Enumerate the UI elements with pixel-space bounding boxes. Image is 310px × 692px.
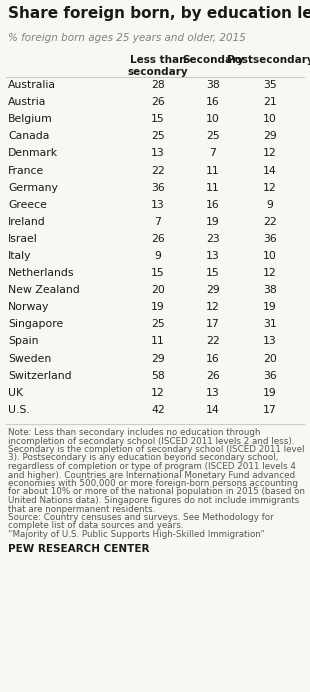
Text: 25: 25 (206, 131, 220, 141)
Text: 42: 42 (151, 405, 165, 415)
Text: economies with 500,000 or more foreign-born persons accounting: economies with 500,000 or more foreign-b… (8, 479, 298, 488)
Text: Singapore: Singapore (8, 320, 63, 329)
Text: France: France (8, 165, 44, 176)
Text: 13: 13 (151, 200, 165, 210)
Text: 11: 11 (206, 183, 220, 192)
Text: 12: 12 (263, 183, 277, 192)
Text: 19: 19 (263, 302, 277, 312)
Text: Ireland: Ireland (8, 217, 46, 227)
Text: 15: 15 (206, 268, 220, 278)
Text: New Zealand: New Zealand (8, 285, 80, 295)
Text: 36: 36 (263, 234, 277, 244)
Text: 22: 22 (151, 165, 165, 176)
Text: 12: 12 (151, 388, 165, 398)
Text: 13: 13 (263, 336, 277, 347)
Text: 11: 11 (206, 165, 220, 176)
Text: Australia: Australia (8, 80, 56, 90)
Text: incompletion of secondary school (ISCED 2011 levels 2 and less).: incompletion of secondary school (ISCED … (8, 437, 294, 446)
Text: Israel: Israel (8, 234, 38, 244)
Text: Sweden: Sweden (8, 354, 51, 363)
Text: that are nonpermanent residents.: that are nonpermanent residents. (8, 504, 155, 513)
Text: “Majority of U.S. Public Supports High-Skilled Immigration”: “Majority of U.S. Public Supports High-S… (8, 530, 265, 539)
Text: 19: 19 (206, 217, 220, 227)
Text: Switzerland: Switzerland (8, 371, 72, 381)
Text: 23: 23 (206, 234, 220, 244)
Text: PEW RESEARCH CENTER: PEW RESEARCH CENTER (8, 543, 149, 554)
Text: 7: 7 (155, 217, 162, 227)
Text: regardless of completion or type of program (ISCED 2011 levels 4: regardless of completion or type of prog… (8, 462, 296, 471)
Text: 10: 10 (263, 251, 277, 261)
Text: Less than
secondary: Less than secondary (128, 55, 188, 77)
Text: 16: 16 (206, 354, 220, 363)
Text: Italy: Italy (8, 251, 32, 261)
Text: 36: 36 (151, 183, 165, 192)
Text: 35: 35 (263, 80, 277, 90)
Text: 31: 31 (263, 320, 277, 329)
Text: Secondary: Secondary (182, 55, 244, 65)
Text: Belgium: Belgium (8, 114, 53, 124)
Text: 7: 7 (210, 148, 216, 158)
Text: Share foreign born, by education level: Share foreign born, by education level (8, 6, 310, 21)
Text: 9: 9 (267, 200, 273, 210)
Text: 58: 58 (151, 371, 165, 381)
Text: 26: 26 (151, 97, 165, 107)
Text: 9: 9 (155, 251, 162, 261)
Text: 29: 29 (206, 285, 220, 295)
Text: 16: 16 (206, 200, 220, 210)
Text: 14: 14 (206, 405, 220, 415)
Text: Germany: Germany (8, 183, 58, 192)
Text: 19: 19 (263, 388, 277, 398)
Text: Secondary is the completion of secondary school (ISCED 2011 level: Secondary is the completion of secondary… (8, 445, 304, 454)
Text: Canada: Canada (8, 131, 49, 141)
Text: Austria: Austria (8, 97, 46, 107)
Text: complete list of data sources and years.: complete list of data sources and years. (8, 522, 184, 531)
Text: 25: 25 (151, 131, 165, 141)
Text: for about 10% or more of the national population in 2015 (based on: for about 10% or more of the national po… (8, 487, 305, 496)
Text: Postsecondary: Postsecondary (227, 55, 310, 65)
Text: Spain: Spain (8, 336, 38, 347)
Text: 17: 17 (263, 405, 277, 415)
Text: Note: Less than secondary includes no education through: Note: Less than secondary includes no ed… (8, 428, 260, 437)
Text: U.S.: U.S. (8, 405, 30, 415)
Text: 38: 38 (206, 80, 220, 90)
Text: 36: 36 (263, 371, 277, 381)
Text: 20: 20 (151, 285, 165, 295)
Text: 22: 22 (206, 336, 220, 347)
Text: 21: 21 (263, 97, 277, 107)
Text: 12: 12 (263, 268, 277, 278)
Text: Source: Country censuses and surveys. See Methodology for: Source: Country censuses and surveys. Se… (8, 513, 274, 522)
Text: 38: 38 (263, 285, 277, 295)
Text: 12: 12 (206, 302, 220, 312)
Text: and higher). Countries are International Monetary Fund advanced: and higher). Countries are International… (8, 471, 295, 480)
Text: 15: 15 (151, 114, 165, 124)
Text: 26: 26 (206, 371, 220, 381)
Text: United Nations data). Singapore figures do not include immigrants: United Nations data). Singapore figures … (8, 496, 299, 505)
Text: 10: 10 (206, 114, 220, 124)
Text: Greece: Greece (8, 200, 47, 210)
Text: 13: 13 (151, 148, 165, 158)
Text: 26: 26 (151, 234, 165, 244)
Text: 22: 22 (263, 217, 277, 227)
Text: 16: 16 (206, 97, 220, 107)
Text: 20: 20 (263, 354, 277, 363)
Text: Denmark: Denmark (8, 148, 58, 158)
Text: 25: 25 (151, 320, 165, 329)
Text: 29: 29 (263, 131, 277, 141)
Text: % foreign born ages 25 years and older, 2015: % foreign born ages 25 years and older, … (8, 33, 246, 43)
Text: 19: 19 (151, 302, 165, 312)
Text: 13: 13 (206, 251, 220, 261)
Text: 13: 13 (206, 388, 220, 398)
Text: 10: 10 (263, 114, 277, 124)
Text: 28: 28 (151, 80, 165, 90)
Text: 15: 15 (151, 268, 165, 278)
Text: Norway: Norway (8, 302, 49, 312)
Text: 3). Postsecondary is any education beyond secondary school,: 3). Postsecondary is any education beyon… (8, 453, 278, 462)
Text: Netherlands: Netherlands (8, 268, 74, 278)
Text: 17: 17 (206, 320, 220, 329)
Text: UK: UK (8, 388, 23, 398)
Text: 11: 11 (151, 336, 165, 347)
Text: 12: 12 (263, 148, 277, 158)
Text: 14: 14 (263, 165, 277, 176)
Text: 29: 29 (151, 354, 165, 363)
